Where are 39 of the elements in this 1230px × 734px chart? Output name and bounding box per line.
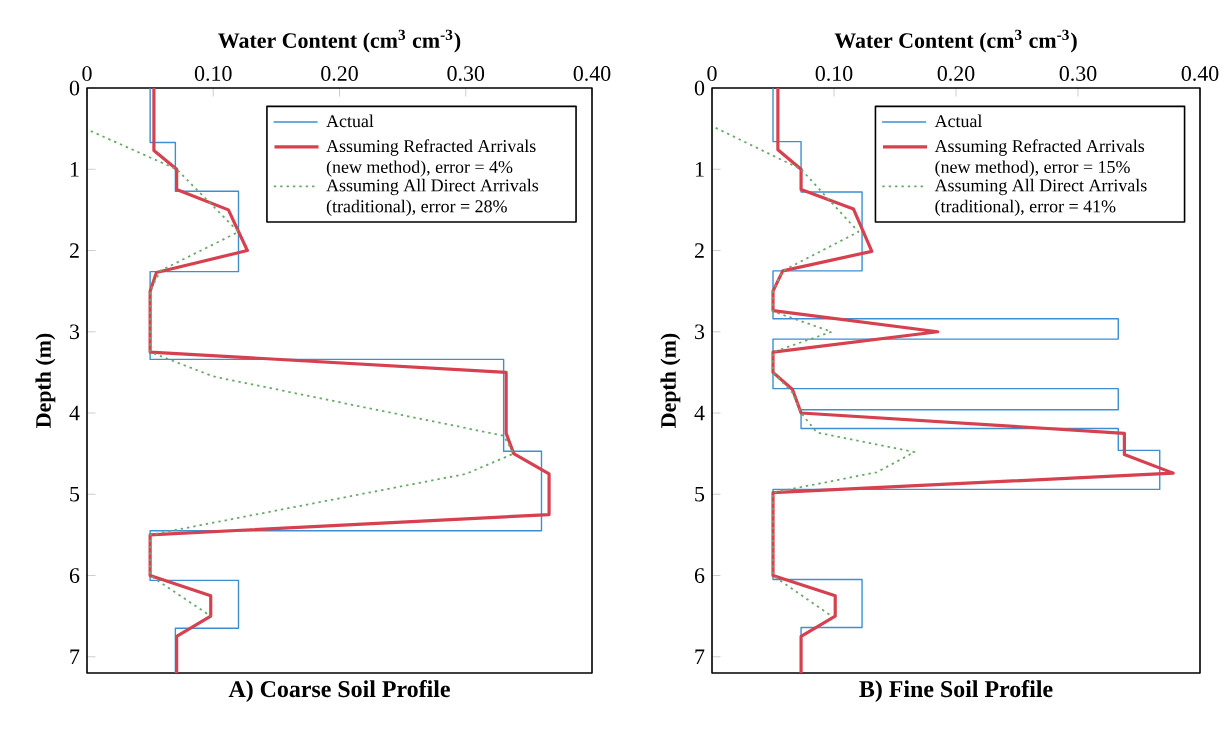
y-tick-label: 3: [695, 324, 705, 340]
y-tick-label: 5: [695, 486, 705, 502]
y-tick-label: 4: [69, 405, 80, 421]
y-tick-label: 1: [70, 162, 79, 177]
x-tick-label: 0.20: [321, 66, 358, 81]
legend-label: Actual: [934, 114, 983, 128]
text: A) Coarse Soil Profile: [228, 680, 450, 703]
y-tick-label: 0: [694, 80, 705, 96]
y-tick-label: 6: [69, 568, 80, 583]
x-tick-label: 0.10: [815, 66, 853, 81]
legend-label: Assuming Refracted Arrivals (new method), error = 15%: [934, 139, 1145, 177]
x-axis-title: Water Content (cm$^{3}$ cm$^{-3}$): [218, 29, 461, 53]
x-tick-label: 0.20: [937, 66, 975, 81]
y-tick-label: 1: [695, 162, 704, 177]
x-tick-label: 0.30: [1059, 66, 1097, 81]
y-tick-label: 5: [70, 486, 80, 502]
y-axis-title: Depth (m): [35, 333, 56, 428]
y-tick-label: 2: [69, 243, 79, 258]
text: B) Fine Soil Profile: [859, 680, 1053, 703]
legend-label: Actual: [326, 114, 374, 128]
y-tick-label: 4: [694, 405, 705, 421]
y-tick-label: 2: [694, 243, 704, 258]
legend-label: Assuming All Direct Arrivals (traditional), error = 28%: [326, 178, 539, 217]
y-tick-label: 7: [695, 649, 705, 664]
x-tick-label: 0: [707, 66, 717, 81]
legend-label: Assuming Refracted Arrivals (new method), error = 4%: [326, 139, 536, 177]
x-tick-label: 0.40: [573, 66, 611, 81]
y-tick-label: 7: [70, 649, 80, 664]
y-tick-label: 6: [694, 568, 705, 583]
legend-label: Assuming All Direct Arrivals (traditional), error = 41%: [934, 178, 1147, 217]
x-tick-label: 0: [82, 66, 92, 81]
y-tick-label: 0: [69, 80, 80, 96]
y-tick-label: 3: [70, 324, 80, 340]
x-tick-label: 0.30: [447, 66, 485, 81]
x-tick-label: 0.10: [194, 66, 232, 81]
x-tick-label: 0.40: [1181, 66, 1219, 81]
x-axis-title: Water Content (cm$^{3}$ cm$^{-3}$): [834, 29, 1077, 53]
line-series: [714, 126, 916, 618]
y-axis-title: Depth (m): [660, 333, 681, 428]
